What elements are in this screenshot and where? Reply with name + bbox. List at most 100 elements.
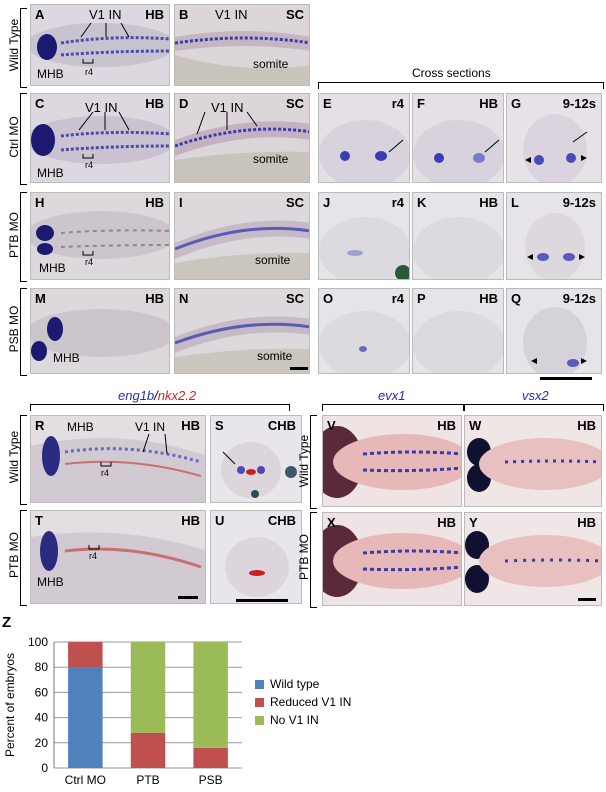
panel-l: L 9-12s bbox=[506, 192, 602, 280]
y-tick-label-20: 20 bbox=[35, 736, 49, 750]
section-f bbox=[413, 120, 503, 182]
panel-m-letter: M bbox=[35, 291, 46, 306]
panel-e: E r4 bbox=[318, 93, 410, 183]
y-axis-label: Percent of embryos bbox=[3, 653, 17, 757]
panel-r-r4: r4 bbox=[101, 468, 110, 478]
panel-e-letter: E bbox=[323, 96, 332, 111]
y-tick-label-0: 0 bbox=[41, 761, 48, 775]
panel-t-mhb: MHB bbox=[37, 575, 64, 589]
panel-s-letter: S bbox=[215, 418, 224, 433]
x-tick-label-2: PSB bbox=[199, 773, 223, 787]
bar-ptb-2 bbox=[130, 642, 166, 733]
panel-y-letter: Y bbox=[469, 515, 478, 530]
panel-w-letter: W bbox=[469, 418, 482, 433]
vsx2-bracket bbox=[464, 404, 604, 411]
panel-h-region: HB bbox=[145, 195, 164, 210]
panel-a-region: HB bbox=[145, 7, 164, 22]
panel-c-r4: r4 bbox=[85, 160, 94, 170]
scale-bar-n bbox=[290, 367, 308, 370]
panel-x: X HB bbox=[322, 512, 462, 606]
row-label-wild-type: Wild Type bbox=[7, 18, 21, 72]
x-tick-label-1: PTB bbox=[136, 773, 159, 787]
section-o bbox=[319, 311, 409, 373]
embryo-y bbox=[465, 531, 601, 593]
row-label-wild-type-3: Wild Type bbox=[297, 434, 311, 488]
row-bracket-wt-3 bbox=[310, 415, 317, 509]
legend-label-1: Reduced V1 IN bbox=[270, 695, 352, 709]
panel-x-letter: X bbox=[327, 515, 336, 530]
embryo-m bbox=[31, 309, 169, 361]
panel-q-region: 9-12s bbox=[562, 291, 596, 306]
row-label-ctrl-mo: Ctrl MO bbox=[7, 116, 21, 158]
panel-m-mhb: MHB bbox=[53, 351, 80, 365]
legend-label-2: No V1 IN bbox=[270, 713, 319, 727]
scale-bar-t bbox=[178, 596, 198, 599]
row-bracket-wt bbox=[20, 8, 27, 88]
section-p bbox=[413, 311, 503, 373]
panel-k: K HB bbox=[412, 192, 504, 280]
embryo-h bbox=[31, 211, 169, 259]
embryo-a bbox=[31, 23, 169, 67]
y-tick-label-60: 60 bbox=[35, 685, 49, 699]
scale-bar-u bbox=[236, 599, 288, 602]
panel-n-region: SC bbox=[285, 291, 304, 306]
panel-a-arrows bbox=[80, 22, 130, 64]
panel-w: W HB bbox=[464, 415, 602, 507]
row-label-psb-mo: PSB MO bbox=[7, 305, 21, 353]
panel-g: G 9-12s bbox=[506, 93, 602, 183]
panel-r-v1in: V1 IN bbox=[135, 420, 166, 434]
panel-o-region: r4 bbox=[391, 291, 404, 306]
bar-ctrl-mo-0 bbox=[68, 667, 103, 768]
embryo-v bbox=[323, 426, 461, 498]
eng-bracket bbox=[30, 404, 290, 411]
stacked-bar-chart: 0 20 40 60 80 100 Percent of embryos Ctrl MO PTB… bbox=[3, 635, 242, 787]
panel-f-region: HB bbox=[479, 96, 498, 111]
panel-k-region: HB bbox=[479, 195, 498, 210]
panel-d-region: SC bbox=[285, 96, 304, 111]
panel-r-letter: R bbox=[35, 418, 45, 433]
panel-a-mhb: MHB bbox=[37, 67, 64, 81]
legend-swatch-0 bbox=[255, 679, 264, 689]
panel-l-region: 9-12s bbox=[562, 195, 596, 210]
panel-z-letter: Z bbox=[2, 614, 12, 631]
legend-label-0: Wild type bbox=[270, 677, 320, 691]
row-bracket-ptb-3 bbox=[310, 512, 317, 608]
panel-u: U CHB bbox=[210, 510, 302, 604]
panel-b: B SC V1 IN somite bbox=[174, 4, 310, 86]
panel-d-somite: somite bbox=[253, 152, 289, 166]
panel-a-letter: A bbox=[35, 7, 45, 22]
panel-a-r4: r4 bbox=[85, 67, 94, 77]
section-k bbox=[413, 217, 503, 279]
panel-p-letter: P bbox=[417, 291, 426, 306]
section-s bbox=[221, 442, 297, 498]
panel-r: R HB MHB V1 IN r4 bbox=[30, 415, 206, 503]
bar-ptb-1 bbox=[130, 732, 166, 768]
panel-k-letter: K bbox=[417, 195, 427, 210]
embryo-x bbox=[323, 525, 461, 597]
row-label-ptb-mo-3: PTB MO bbox=[297, 534, 311, 581]
section-e bbox=[319, 120, 409, 182]
panel-n-letter: N bbox=[179, 291, 189, 306]
embryo-b bbox=[175, 31, 309, 85]
panel-s: S CHB bbox=[210, 415, 302, 503]
legend-swatch-2 bbox=[255, 715, 264, 725]
legend-item-0: Wild type bbox=[255, 675, 351, 693]
panel-d: D SC V1 IN somite bbox=[174, 93, 310, 183]
panel-t-letter: T bbox=[35, 513, 43, 528]
panel-t-region: HB bbox=[181, 513, 200, 528]
embryo-w bbox=[467, 438, 601, 492]
legend-item-1: Reduced V1 IN bbox=[255, 693, 351, 711]
panel-f-letter: F bbox=[417, 96, 425, 111]
panel-o-letter: O bbox=[323, 291, 334, 306]
panel-j-region: r4 bbox=[391, 195, 404, 210]
panel-s-region: CHB bbox=[267, 418, 296, 433]
panel-h-r4: r4 bbox=[85, 257, 94, 267]
panel-b-letter: B bbox=[179, 7, 189, 22]
panel-p: P HB bbox=[412, 288, 504, 374]
panel-i: I SC somite bbox=[174, 192, 310, 280]
row-bracket-wt-2 bbox=[20, 415, 27, 505]
panel-t-r4: r4 bbox=[89, 551, 98, 561]
x-tick-label-0: Ctrl MO bbox=[65, 773, 106, 787]
legend-item-2: No V1 IN bbox=[255, 711, 351, 729]
gene-nkx22: nkx2.2 bbox=[157, 388, 197, 403]
